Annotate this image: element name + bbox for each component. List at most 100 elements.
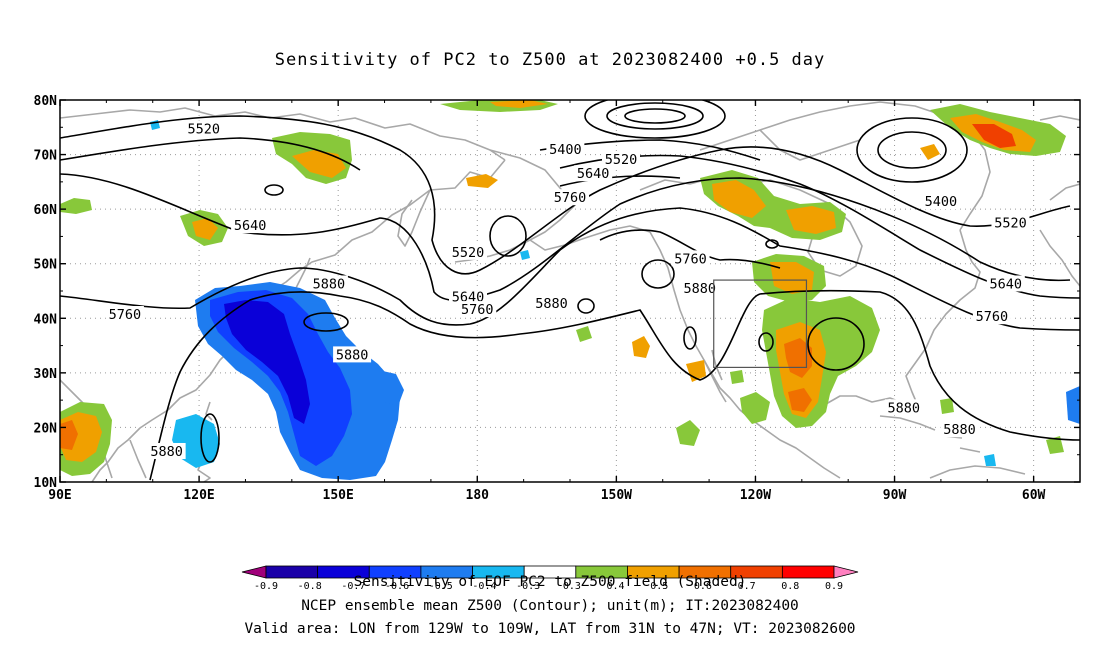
- sensitivity-shading: [60, 100, 1080, 480]
- contour-label-bg: [574, 165, 613, 182]
- positive-sensitivity-region: [192, 218, 218, 240]
- contour-label: 5640: [577, 166, 610, 182]
- positive-sensitivity-region: [676, 420, 700, 446]
- contour-label-bg: [458, 301, 497, 318]
- colorbar: -0.9 -0.8 -0.7 -0.6 -0.5 -0.4 -0.3 0.3 0.4 0.5 0.6…: [241, 565, 859, 592]
- contour-label-bg: [551, 189, 589, 206]
- positive-sensitivity-region: [786, 206, 836, 234]
- contour-label-bg: [105, 306, 144, 323]
- footer-line-3: Valid area: LON from 129W to 109W, LAT f…: [244, 621, 856, 637]
- positive-sensitivity-region: [1046, 436, 1064, 454]
- contour-label-bg: [532, 295, 571, 312]
- contour-line: [60, 207, 1080, 331]
- positive-sensitivity-region: [686, 360, 706, 382]
- positive-sensitivity-region: [490, 100, 548, 108]
- positive-sensitivity-region: [632, 336, 650, 358]
- contour-label: 5520: [605, 152, 638, 168]
- contour-label: 5880: [943, 422, 976, 438]
- lon-tick-label: 180: [466, 488, 490, 503]
- colorbar-swatch: [833, 565, 859, 579]
- lat-tick-label: 50N: [34, 258, 58, 273]
- contour-line: [264, 184, 284, 196]
- contour-label: 5400: [549, 142, 582, 158]
- contour-label: 5640: [990, 276, 1023, 292]
- contour-label: 5640: [234, 218, 267, 234]
- contour-line: [303, 312, 349, 332]
- contour-label: 5760: [109, 307, 142, 323]
- negative-sensitivity-core: [224, 300, 310, 424]
- lon-tick-label: 150W: [601, 488, 632, 503]
- contour-label: 5520: [187, 121, 220, 137]
- colorbar-tick-label: -0.3: [516, 581, 540, 592]
- lat-tick-label: 20N: [34, 421, 58, 436]
- contour-label: 5760: [554, 190, 587, 206]
- contour-label-bg: [940, 421, 979, 438]
- contour-line: [856, 117, 968, 183]
- positive-sensitivity-region: [466, 174, 498, 188]
- contour-label-bg: [602, 151, 640, 168]
- contour-label-bg: [231, 217, 270, 234]
- contour-line: [807, 317, 865, 371]
- contour-line: [60, 115, 1071, 275]
- positive-sensitivity-region: [712, 180, 766, 218]
- contour-label: 5760: [461, 302, 494, 318]
- contour-label-bg: [921, 193, 960, 210]
- lat-tick-label: 70N: [34, 149, 58, 164]
- negative-sensitivity-region: [520, 250, 530, 260]
- contour-label: 5760: [976, 309, 1009, 325]
- chart-title: Sensitivity of PC2 to Z500 at 2023082400…: [274, 50, 826, 70]
- negative-sensitivity-region: [984, 454, 996, 466]
- lat-tick-label: 30N: [34, 367, 58, 382]
- contour-label: 5880: [313, 276, 346, 292]
- colorbar-tick-label: -0.5: [429, 581, 453, 592]
- contour-label-bg: [309, 275, 348, 292]
- contour-label: 5520: [994, 215, 1027, 231]
- contour-line: [489, 215, 527, 257]
- contour-label-bg: [986, 275, 1025, 292]
- contour-line: [577, 298, 595, 314]
- contour-line: [624, 108, 686, 124]
- lon-tick-label: 90E: [48, 488, 71, 503]
- positive-sensitivity-region: [740, 392, 770, 424]
- negative-sensitivity-region: [376, 370, 404, 406]
- positive-sensitivity-region: [60, 198, 92, 214]
- contour-label: 5880: [684, 281, 717, 297]
- contour-label: 5880: [535, 296, 568, 312]
- colorbar-tick-label: -0.7: [341, 581, 365, 592]
- contour-label-bg: [333, 346, 372, 363]
- contour-label: 5880: [336, 347, 369, 363]
- contour-label-bg: [184, 120, 223, 137]
- contour-label-bg: [147, 442, 186, 459]
- contour-label-bg: [449, 288, 487, 305]
- lat-tick-label: 80N: [34, 94, 58, 109]
- negative-sensitivity-region: [1066, 386, 1080, 424]
- footer-line-2: NCEP ensemble mean Z500 (Contour); unit(…: [301, 598, 799, 614]
- contour-line: [149, 289, 1080, 481]
- positive-sensitivity-region: [920, 144, 940, 160]
- colorbar-tick-label: -0.8: [298, 581, 322, 592]
- contour-label-bg: [680, 279, 719, 296]
- contour-line: [559, 154, 1080, 299]
- contour-label: 5520: [452, 245, 485, 261]
- contour-label: 5880: [150, 444, 183, 460]
- contour-line: [606, 102, 704, 130]
- contour-label-bg: [972, 308, 1011, 325]
- positive-sensitivity-region: [292, 150, 346, 178]
- contour-line: [200, 413, 220, 463]
- positive-sensitivity-region: [940, 398, 954, 414]
- contour-label-bg: [546, 141, 585, 158]
- latitude-axis: 80N 70N 60N 50N 40N 30N 20N 10N: [34, 94, 1080, 491]
- lat-tick-label: 60N: [34, 203, 58, 218]
- longitude-axis: 90E 120E 150E 180 150W 120W 90W 60W: [48, 100, 1046, 503]
- z500-contours: [60, 100, 1080, 481]
- contour-label-bg: [884, 399, 923, 416]
- positive-sensitivity-region: [576, 326, 592, 342]
- colorbar-tick-label: 0.5: [650, 581, 668, 592]
- colorbar-tick-label: 0.7: [738, 581, 756, 592]
- colorbar-tick-label: -0.6: [385, 581, 409, 592]
- positive-sensitivity-region: [730, 370, 744, 384]
- contour-label-bg: [671, 250, 710, 267]
- lon-tick-label: 150E: [323, 488, 354, 503]
- contour-line: [641, 259, 675, 289]
